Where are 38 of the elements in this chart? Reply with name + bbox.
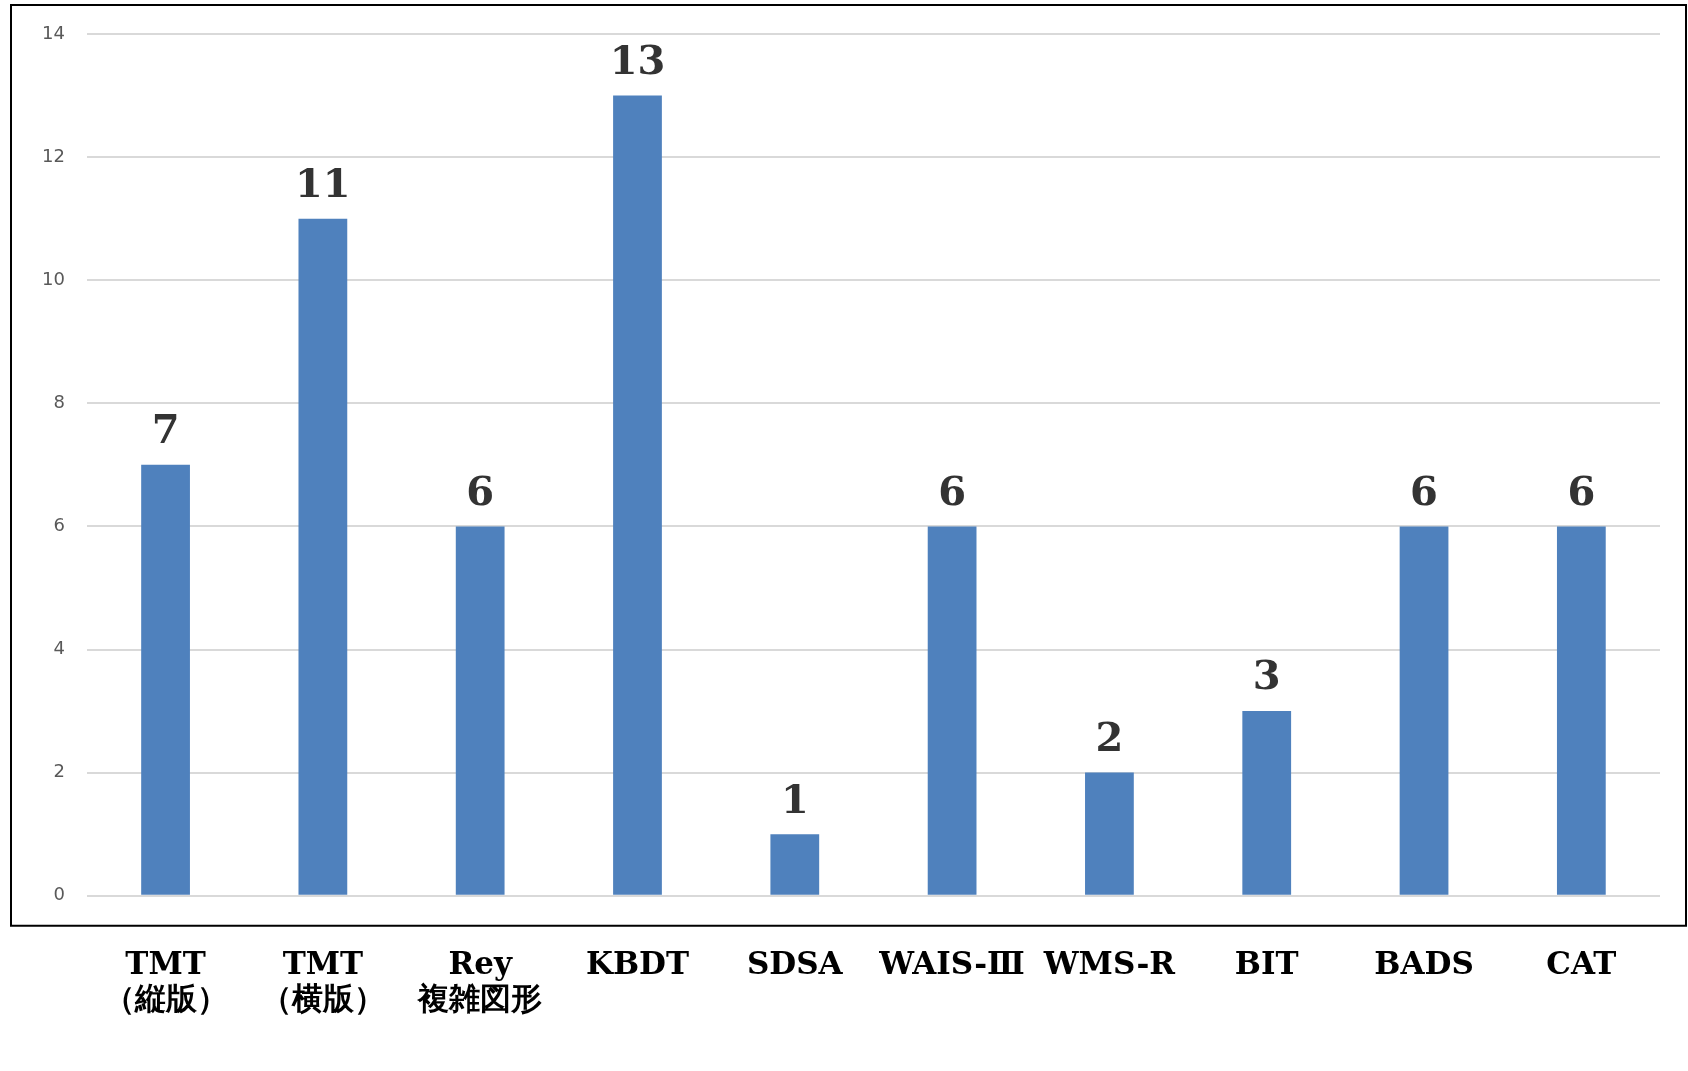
- x-tick-label: TMT （横版）: [260, 944, 385, 1017]
- data-label: 1: [780, 774, 809, 822]
- y-tick-label: 8: [53, 390, 65, 412]
- bar: [927, 526, 977, 895]
- data-label: 6: [1567, 466, 1596, 514]
- x-tick-label: BIT: [1234, 944, 1299, 981]
- bar: [1556, 526, 1606, 895]
- data-label: 2: [1095, 712, 1124, 760]
- y-tick-label: 12: [42, 144, 65, 166]
- data-label: 7: [151, 405, 180, 453]
- data-label: 13: [609, 35, 666, 83]
- y-tick-label: 2: [53, 760, 65, 782]
- data-label: 11: [295, 159, 351, 207]
- data-label: 6: [1410, 466, 1438, 514]
- bar: [770, 834, 820, 895]
- bar: [298, 218, 348, 895]
- data-label: 3: [1252, 651, 1281, 699]
- x-tick-label: CAT: [1546, 944, 1617, 981]
- x-tick-label: KBDT: [585, 944, 690, 981]
- y-tick-label: 4: [53, 637, 65, 659]
- x-tick-label: Rey 複雑図形: [416, 944, 543, 1017]
- bar: [1085, 772, 1134, 895]
- bar: [1399, 526, 1449, 895]
- x-tick-label: SDSA: [746, 944, 844, 981]
- y-tick-label: 14: [42, 21, 65, 43]
- x-tick-label: BADS: [1374, 944, 1474, 981]
- y-tick-label: 6: [53, 514, 65, 536]
- data-label: 6: [938, 466, 967, 514]
- bar: [141, 464, 190, 895]
- x-tick-label: WAIS-Ⅲ: [878, 944, 1025, 981]
- bar: [455, 526, 505, 895]
- x-tick-label: WMS-R: [1042, 944, 1176, 981]
- y-tick-label: 0: [53, 883, 65, 905]
- data-label: 6: [466, 466, 495, 514]
- y-tick-label: 10: [42, 267, 65, 289]
- x-tick-label: TMT （縦版）: [103, 944, 228, 1017]
- bar: [1242, 711, 1292, 895]
- bar: [613, 95, 662, 895]
